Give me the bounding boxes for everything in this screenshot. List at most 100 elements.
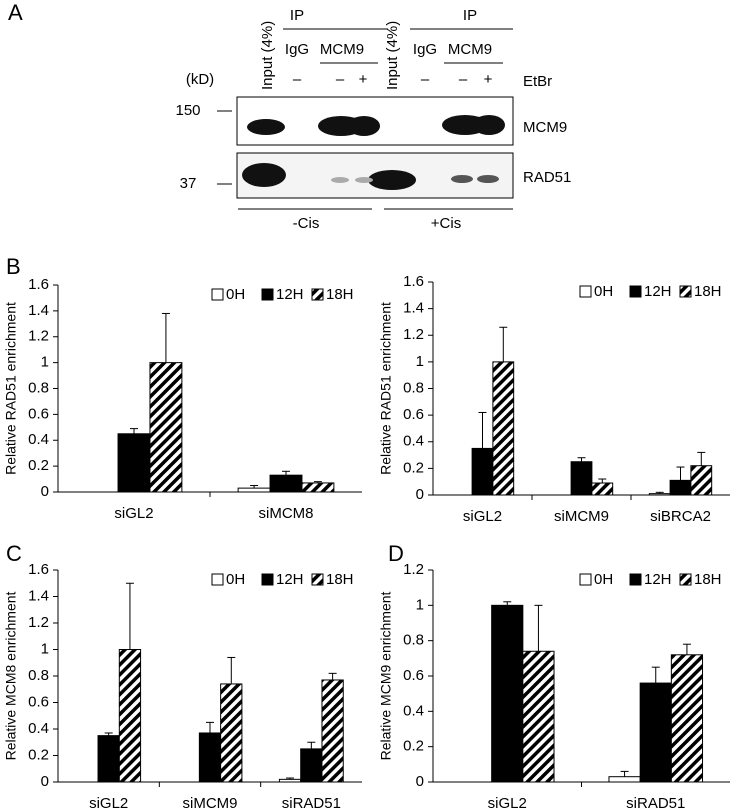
marker-label: 150 [175, 102, 200, 119]
kd-label: (kD) [186, 71, 214, 88]
bar [321, 679, 344, 783]
panel-label: B [6, 254, 21, 279]
etbr-mark: – [459, 71, 468, 88]
legend-label: 18H [694, 571, 722, 588]
y-axis-label: Relative MCM9 enrichment [378, 591, 394, 760]
antibody-label: MCM9 [448, 41, 492, 58]
y-tick-label: 0.2 [403, 738, 424, 755]
condition-label: -Cis [293, 215, 320, 232]
y-tick-label: 0.2 [28, 746, 49, 763]
bar [117, 433, 151, 493]
bar-chart: Relative RAD51 enrichment 0 0.2 0.4 0.6 0.8 1 1… [378, 273, 730, 525]
bar [269, 474, 303, 493]
bar [149, 362, 183, 493]
y-tick-label: 0 [41, 483, 49, 500]
y-tick-label: 0 [41, 773, 49, 790]
legend-swatch [579, 285, 592, 298]
lane-label: Input (4%) [384, 21, 401, 90]
y-tick-label: 1.4 [28, 587, 49, 604]
etbr-mark: + [359, 71, 368, 88]
ip-label: IP [463, 7, 477, 24]
bar-chart: Relative MCM9 enrichment 0 0.2 0.4 0.6 0.8 1 1.… [378, 561, 730, 809]
blot-panel: Input (4%) Input (4%) IP IP IgG MCM9 IgG… [175, 7, 571, 232]
bar [300, 748, 323, 783]
bar [669, 479, 692, 496]
panel-label: C [6, 541, 22, 566]
y-tick-label: 1.4 [28, 302, 49, 319]
bands [242, 115, 505, 190]
y-tick-label: 1.4 [403, 300, 424, 317]
y-tick-label: 0 [416, 486, 424, 503]
x-tick-label: siMCM9 [183, 795, 238, 809]
y-axis-label: Relative RAD51 enrichment [378, 302, 394, 475]
y-tick-label: 1.6 [28, 561, 49, 578]
etbr-mark: + [484, 71, 493, 88]
x-tick-label: siRAD51 [626, 795, 685, 809]
legend-swatch [579, 573, 592, 586]
legend-label: 12H [276, 571, 304, 588]
legend-swatch [629, 285, 642, 298]
y-tick-label: 1.6 [403, 273, 424, 290]
y-tick-label: 0.4 [28, 431, 49, 448]
y-tick-label: 1.2 [403, 561, 424, 578]
bar [570, 461, 593, 496]
protein-label: MCM9 [523, 119, 567, 136]
bar [491, 604, 524, 783]
y-tick-label: 0.6 [28, 693, 49, 710]
etbr-mark: – [421, 71, 430, 88]
y-tick-label: 0.8 [28, 667, 49, 684]
panel-label: D [388, 541, 404, 566]
bar [237, 487, 271, 493]
bar [471, 447, 494, 496]
y-tick-label: 0.6 [403, 667, 424, 684]
bar [591, 482, 614, 496]
x-tick-label: siGL2 [89, 795, 128, 809]
legend-label: 12H [644, 283, 672, 300]
x-tick-label: siBRCA2 [650, 508, 711, 525]
lane-label: Input (4%) [259, 21, 276, 90]
y-tick-label: 1 [41, 640, 49, 657]
y-axis-label: Relative RAD51 enrichment [3, 302, 19, 475]
y-tick-label: 1 [416, 596, 424, 613]
y-tick-label: 1 [41, 354, 49, 371]
y-tick-label: 0.2 [403, 459, 424, 476]
legend-label: 0H [226, 571, 245, 588]
protein-label: RAD51 [523, 169, 571, 186]
y-tick-label: 0.8 [403, 379, 424, 396]
x-tick-label: siMCM8 [259, 505, 314, 522]
legend-swatch [211, 573, 224, 586]
bar [690, 465, 713, 496]
x-tick-label: siGL2 [114, 505, 153, 522]
bar [492, 361, 515, 496]
x-tick-label: siRAD51 [282, 795, 341, 809]
bar [198, 732, 222, 783]
condition-label: +Cis [431, 215, 461, 232]
legend-label: 0H [594, 283, 613, 300]
bar [670, 654, 704, 783]
y-tick-label: 0.8 [403, 632, 424, 649]
antibody-label: IgG [285, 41, 309, 58]
x-tick-label: siMCM9 [554, 508, 609, 525]
antibody-label: MCM9 [320, 41, 364, 58]
y-tick-label: 0.8 [28, 379, 49, 396]
y-tick-label: 0.4 [403, 702, 424, 719]
y-tick-label: 1.2 [28, 328, 49, 345]
bar [639, 682, 672, 783]
bar-chart: Relative MCM8 enrichment 0 0.2 0.4 0.6 0.8 1 1.… [3, 561, 362, 809]
y-tick-label: 0.6 [28, 405, 49, 422]
bar [220, 683, 243, 783]
legend-label: 0H [226, 286, 245, 303]
panel-label: A [8, 0, 23, 25]
x-tick-label: siGL2 [463, 508, 502, 525]
y-axis-label: Relative MCM8 enrichment [3, 591, 19, 760]
y-tick-label: 0.4 [403, 433, 424, 450]
legend-label: 18H [326, 286, 354, 303]
bar [301, 482, 335, 493]
y-tick-label: 1.2 [28, 614, 49, 631]
legend-swatch [679, 573, 692, 586]
legend-label: 18H [694, 283, 722, 300]
y-tick-label: 0.2 [28, 457, 49, 474]
bar [522, 650, 555, 783]
